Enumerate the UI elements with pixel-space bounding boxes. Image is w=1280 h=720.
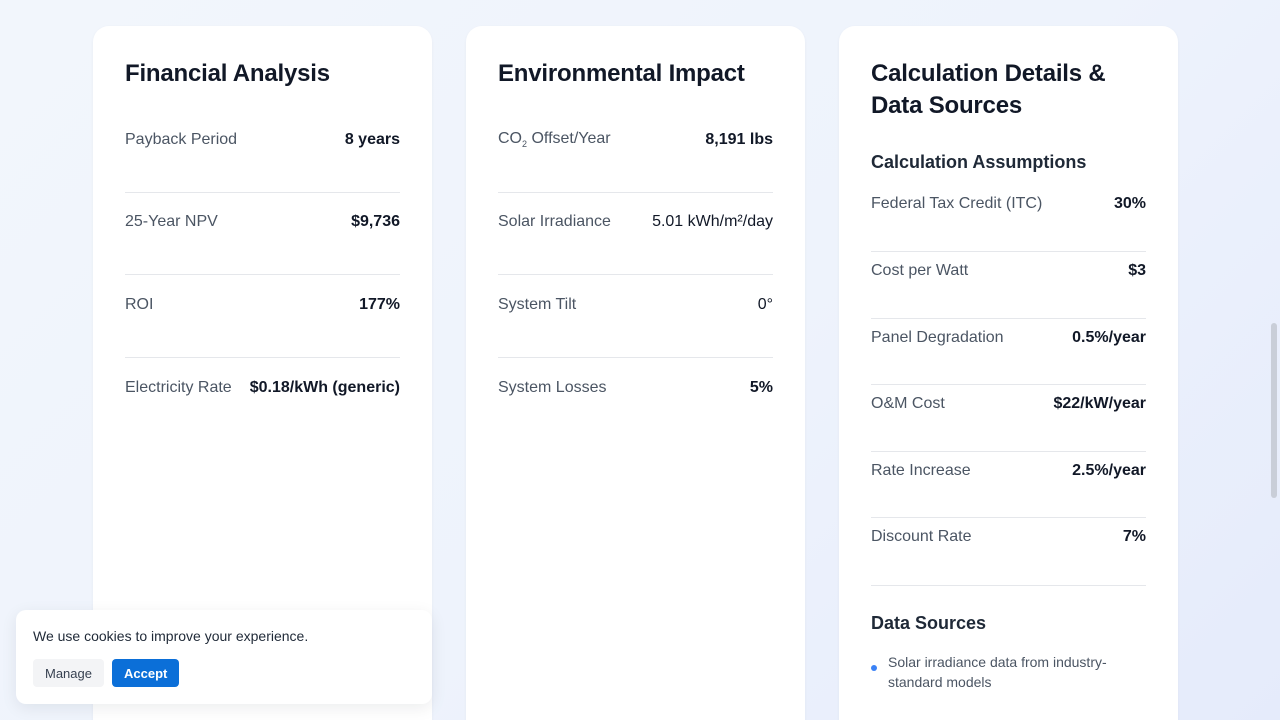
data-source-text: Solar irradiance data from industry-stan…	[888, 653, 1107, 690]
assumption-row-rate-increase: Rate Increase 2.5%/year	[871, 452, 1146, 519]
assumption-row-discount-rate: Discount Rate 7%	[871, 518, 1146, 585]
assumption-label: Rate Increase	[871, 461, 971, 479]
assumption-value: 7%	[1122, 528, 1146, 546]
assumption-value: 30%	[1113, 195, 1146, 212]
assumption-value: $22/kW/year	[1053, 395, 1146, 413]
assumption-label: Panel Degradation	[871, 328, 1004, 346]
bullet-icon	[871, 664, 877, 671]
metric-value: $9,736	[351, 213, 400, 231]
financial-metrics: Payback Period 8 years 25-Year NPV $9,73…	[125, 110, 400, 440]
environmental-metrics: CO2 Offset/Year 8,191 lbs Solar Irradian…	[498, 110, 773, 440]
metric-label: Solar Irradiance	[498, 213, 611, 231]
environmental-impact-title: Environmental Impact	[498, 60, 745, 87]
co2-offset-row: CO2 Offset/Year 8,191 lbs	[498, 110, 773, 193]
solar-irradiance-row: Solar Irradiance 5.01 kWh/m²/day	[498, 193, 773, 275]
assumption-label: O&M Cost	[871, 395, 945, 413]
manage-cookies-button[interactable]: Manage	[33, 659, 104, 687]
metric-value: $0.18/kWh (generic)	[249, 378, 400, 396]
calculation-details-title: Calculation Details & Data Sources	[871, 60, 1106, 119]
environmental-impact-card: Environmental Impact CO2 Offset/Year 8,1…	[466, 26, 805, 720]
data-sources-heading: Data Sources	[871, 612, 987, 633]
system-losses-row: System Losses 5%	[498, 358, 773, 441]
assumption-value: $3	[1128, 262, 1146, 279]
section-divider	[871, 584, 1146, 586]
assumptions-list: Federal Tax Credit (ITC) 30% Cost per Wa…	[871, 195, 1146, 585]
page-scrollbar[interactable]	[1268, 0, 1280, 720]
assumption-row-itc: Federal Tax Credit (ITC) 30%	[871, 195, 1146, 252]
assumption-label: Discount Rate	[871, 528, 972, 546]
cookie-actions: Manage Accept	[33, 659, 415, 687]
assumption-label: Cost per Watt	[871, 262, 969, 279]
electricity-rate-row: Electricity Rate $0.18/kWh (generic)	[125, 358, 400, 441]
npv-row: 25-Year NPV $9,736	[125, 193, 400, 275]
metric-value: 0°	[757, 295, 773, 313]
metric-value: 177%	[359, 295, 400, 313]
financial-analysis-card: Financial Analysis Payback Period 8 year…	[93, 26, 432, 720]
data-sources-list: Solar irradiance data from industry-stan…	[871, 652, 1146, 692]
metric-label: System Losses	[498, 378, 607, 396]
financial-analysis-title: Financial Analysis	[125, 60, 330, 87]
assumption-row-degradation: Panel Degradation 0.5%/year	[871, 319, 1146, 386]
metric-value: 5.01 kWh/m²/day	[652, 213, 773, 231]
metric-label: System Tilt	[498, 295, 577, 313]
metric-label: Electricity Rate	[125, 378, 232, 396]
metric-label: ROI	[125, 295, 154, 313]
calculation-assumptions-heading: Calculation Assumptions	[871, 152, 1087, 172]
metric-label: Payback Period	[125, 130, 238, 148]
assumption-label: Federal Tax Credit (ITC)	[871, 195, 1043, 212]
assumption-row-cost-per-watt: Cost per Watt $3	[871, 252, 1146, 319]
assumption-row-om-cost: O&M Cost $22/kW/year	[871, 385, 1146, 452]
metric-value: 8,191 lbs	[705, 130, 773, 148]
metric-label: CO2 Offset/Year	[498, 130, 611, 150]
assumption-value: 0.5%/year	[1072, 328, 1146, 346]
metric-label: 25-Year NPV	[125, 213, 218, 231]
payback-period-row: Payback Period 8 years	[125, 110, 400, 193]
data-source-item: Solar irradiance data from industry-stan…	[871, 652, 1146, 692]
metric-value: 8 years	[344, 130, 400, 148]
scrollbar-thumb[interactable]	[1271, 323, 1277, 498]
accept-cookies-button[interactable]: Accept	[111, 659, 180, 687]
metric-value: 5%	[749, 378, 773, 396]
cookie-banner: We use cookies to improve your experienc…	[16, 610, 432, 704]
calculation-details-card: Calculation Details & Data Sources Calcu…	[839, 26, 1178, 720]
cookie-message: We use cookies to improve your experienc…	[33, 628, 309, 644]
roi-row: ROI 177%	[125, 275, 400, 358]
assumption-value: 2.5%/year	[1072, 461, 1146, 479]
system-tilt-row: System Tilt 0°	[498, 275, 773, 358]
